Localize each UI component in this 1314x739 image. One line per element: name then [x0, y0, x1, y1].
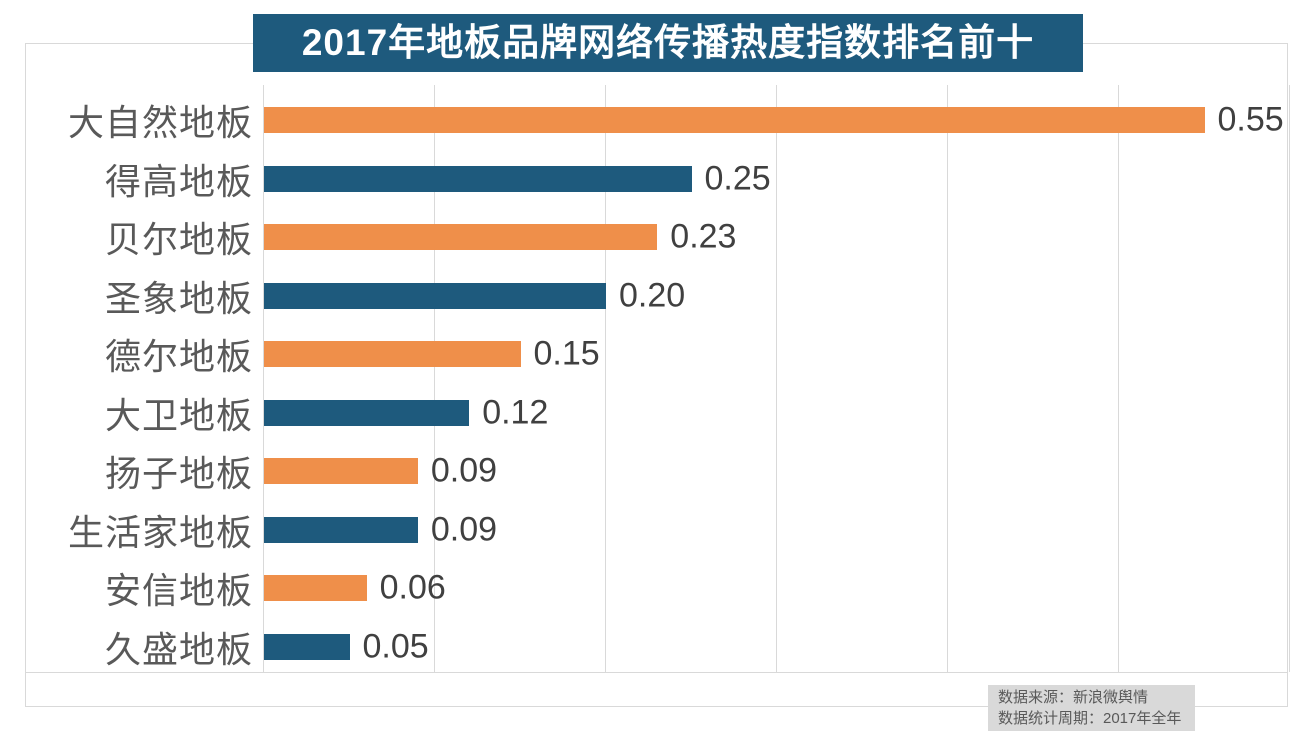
gridline: [605, 85, 606, 672]
bar: [264, 458, 418, 485]
chart-row: 大卫地板 0.12: [0, 384, 1314, 443]
gridline: [434, 85, 435, 672]
value-label: 0.25: [704, 159, 771, 198]
bar: [264, 282, 606, 309]
gridline: [263, 85, 264, 672]
gridline: [1118, 85, 1119, 672]
category-label: 德尔地板: [104, 336, 253, 378]
bar: [264, 399, 470, 426]
bar: [264, 224, 658, 251]
category-label: 大自然地板: [67, 102, 253, 144]
chart-row: 安信地板 0.06: [0, 559, 1314, 618]
value-label: 0.05: [362, 627, 429, 666]
bar: [264, 165, 692, 192]
x-axis-line: [26, 672, 1288, 673]
value-label: 0.20: [619, 276, 686, 315]
chart-row: 德尔地板 0.15: [0, 325, 1314, 384]
chart-row: 生活家地板 0.09: [0, 501, 1314, 560]
chart-title: 2017年地板品牌网络传播热度指数排名前十: [253, 14, 1083, 72]
data-source-note: 数据来源：新浪微舆情 数据统计周期：2017年全年: [988, 685, 1195, 731]
category-label: 圣象地板: [104, 277, 253, 319]
data-source-line: 数据来源：新浪微舆情: [998, 689, 1149, 706]
chart-row: 久盛地板 0.05: [0, 618, 1314, 677]
category-label: 安信地板: [104, 570, 253, 612]
value-label: 0.06: [379, 568, 446, 607]
category-label: 生活家地板: [67, 511, 253, 553]
bar: [264, 575, 367, 602]
value-label: 0.09: [430, 510, 498, 549]
value-label: 0.55: [1217, 100, 1284, 139]
category-label: 久盛地板: [104, 628, 253, 670]
chart-row: 贝尔地板 0.23: [0, 208, 1314, 267]
category-label: 贝尔地板: [104, 219, 253, 261]
gridline: [776, 85, 777, 672]
value-label: 0.09: [430, 451, 498, 490]
category-label: 扬子地板: [104, 453, 253, 495]
bar: [264, 516, 418, 543]
chart-row: 得高地板 0.25: [0, 150, 1314, 209]
bar: [264, 341, 521, 368]
bar: [264, 107, 1205, 134]
category-label: 大卫地板: [104, 394, 253, 436]
category-label: 得高地板: [104, 160, 253, 202]
value-label: 0.15: [533, 334, 600, 373]
value-label: 0.12: [482, 393, 549, 432]
chart-row: 大自然地板 0.55: [0, 91, 1314, 150]
bar: [264, 633, 350, 660]
data-period-line: 数据统计周期：2017年全年: [998, 710, 1182, 727]
gridline: [947, 85, 948, 672]
gridline: [1289, 85, 1290, 672]
value-label: 0.23: [670, 217, 737, 256]
chart-row: 扬子地板 0.09: [0, 442, 1314, 501]
chart-row: 圣象地板 0.20: [0, 267, 1314, 326]
